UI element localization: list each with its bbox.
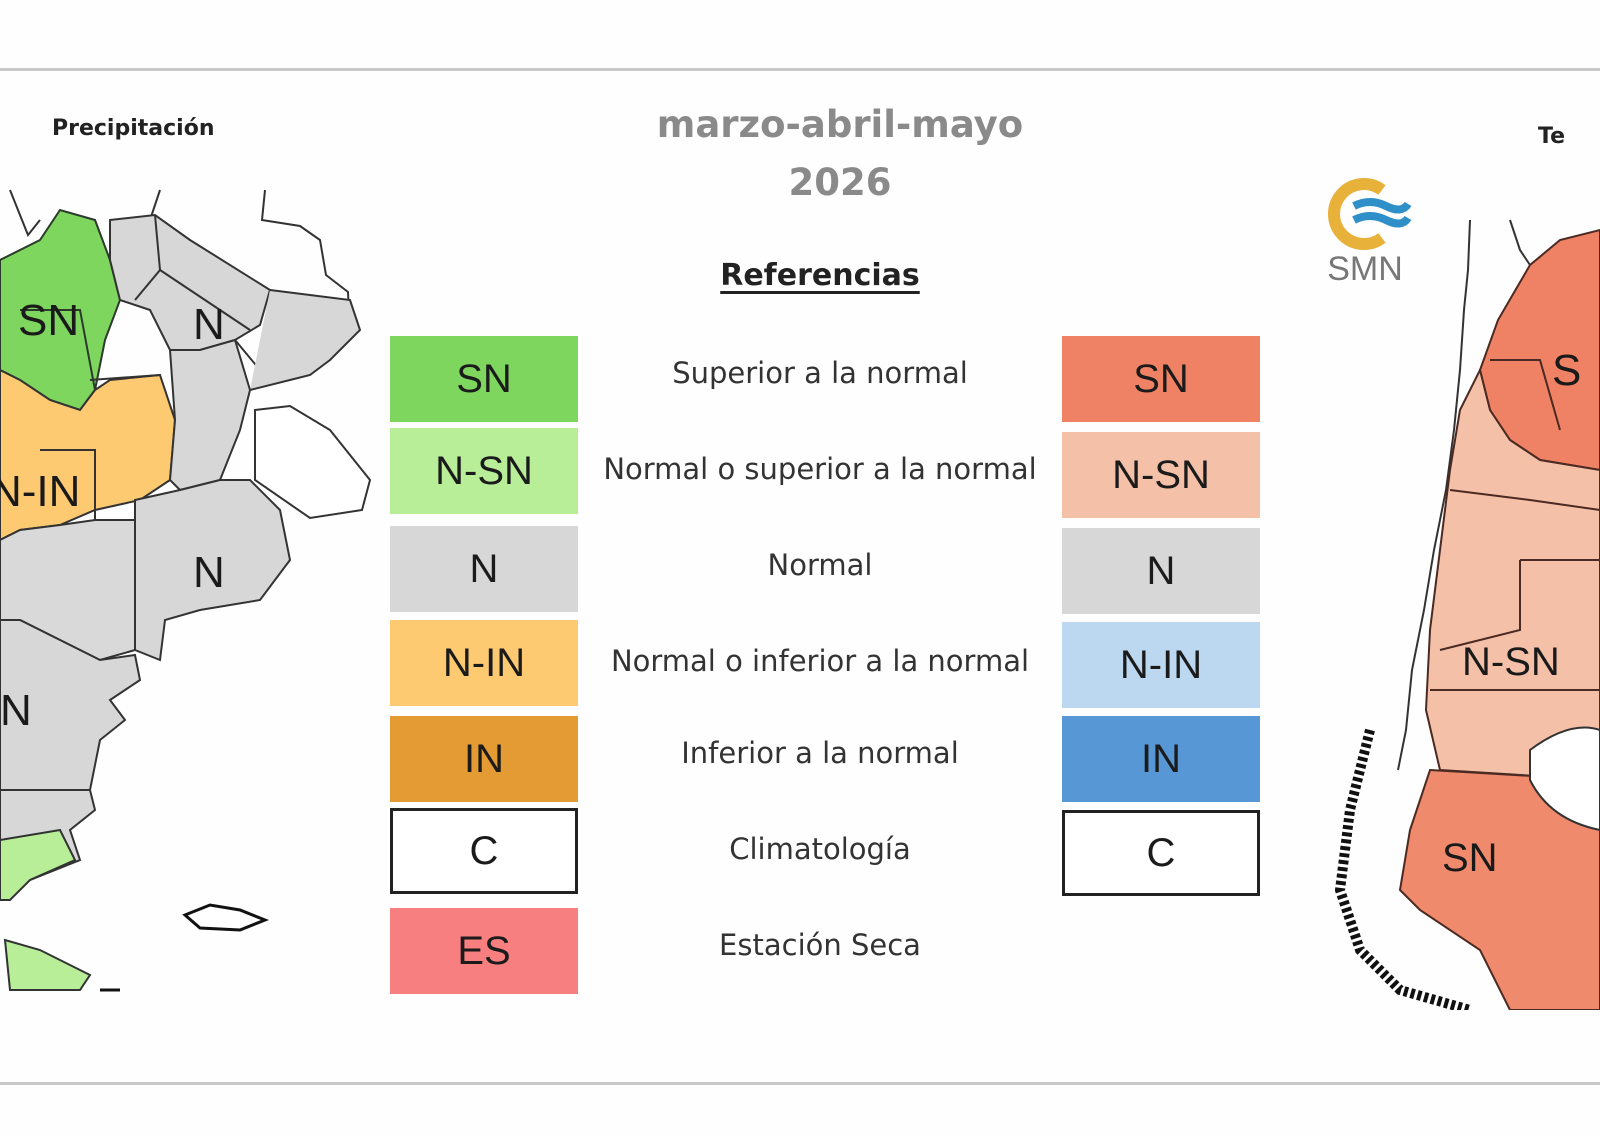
legend-precip-n-in: N-IN [390,620,578,706]
legend-precip-es: ES [390,908,578,994]
legend-desc-in: Inferior a la normal [681,736,959,770]
bottom-divider [0,1082,1600,1085]
legend-precip-n: N [390,526,578,612]
legend-desc-es: Estación Seca [719,928,921,962]
legend-desc-sn: Superior a la normal [672,356,968,390]
legend-desc-n-sn: Normal o superior a la normal [603,452,1037,486]
temp-label-n-sn: N-SN [1462,640,1560,684]
legend-desc-n-in: Normal o inferior a la normal [610,644,1030,678]
legend-precip-c: C [390,808,578,894]
legend-precip-in: IN [390,716,578,802]
precip-label-n-northeast: N [193,300,225,349]
precip-label-sn: SN [18,296,80,345]
legend-temp-sn: SN [1062,336,1260,422]
legend-precip-sn: SN [390,336,578,422]
smn-logo-icon [1328,178,1412,250]
forecast-period: marzo-abril-mayo 2026 [600,96,1080,212]
precip-label-n-patagonia: N [0,686,32,735]
precip-label-n-in: N-IN [0,467,81,516]
legend-desc-n: Normal [767,548,873,582]
legend-desc-c: Climatología [729,832,911,866]
season-year: 2026 [788,161,892,204]
precipitation-map [0,189,372,992]
legend-temp-n-sn: N-SN [1062,432,1260,518]
precipitation-map-title: Precipitación [52,116,215,141]
legend-temp-n-in: N-IN [1062,622,1260,708]
legend-heading: Referencias [720,258,920,293]
legend-precip-n-sn: N-SN [390,428,578,514]
legend-temp-in: IN [1062,716,1260,802]
temperature-map-title: Te [1538,124,1566,149]
season-months: marzo-abril-mayo [656,103,1024,146]
temp-label-sn: SN [1442,836,1498,880]
temperature-map [1334,219,1600,1010]
precip-label-n-pampas: N [193,548,225,597]
legend-temp-n: N [1062,528,1260,614]
smn-logo-text: SMN [1327,250,1403,288]
temp-label-s: S [1552,346,1582,395]
top-divider [0,68,1600,71]
legend-temp-c: C [1062,810,1260,896]
